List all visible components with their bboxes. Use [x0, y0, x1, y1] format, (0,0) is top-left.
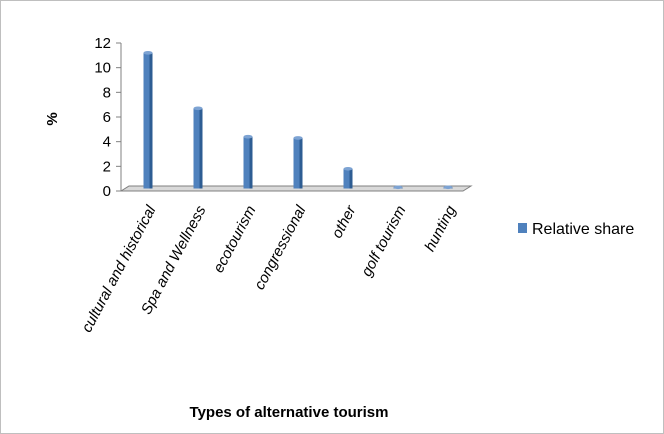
- bar-side: [249, 136, 253, 189]
- bar-side: [349, 168, 353, 189]
- category-label: congressional: [251, 202, 310, 292]
- bar-top: [193, 106, 203, 111]
- y-axis-title: %: [44, 112, 61, 125]
- bar-side: [199, 108, 203, 189]
- bar-top: [393, 185, 403, 190]
- legend: Relative share: [518, 221, 634, 238]
- y-tick-label: 2: [103, 158, 111, 175]
- legend-label: Relative share: [532, 221, 634, 238]
- y-tick-label: 6: [103, 109, 111, 126]
- bar: [293, 136, 303, 189]
- bar-top: [293, 136, 303, 140]
- y-tick-label: 8: [103, 84, 111, 101]
- y-tick-label: 0: [103, 183, 111, 200]
- bar-side: [149, 52, 153, 189]
- bar-front: [193, 108, 203, 189]
- bar-side: [299, 137, 303, 189]
- bar: [143, 51, 153, 189]
- y-tick-label: 12: [94, 35, 111, 52]
- y-tick-label: 10: [94, 60, 111, 77]
- bar-front: [243, 136, 253, 189]
- bar-top: [343, 166, 353, 171]
- bar: [393, 185, 403, 190]
- bar-front: [143, 52, 153, 189]
- bar: [193, 106, 203, 189]
- category-label: ecotourism: [210, 203, 259, 276]
- bar: [343, 166, 353, 189]
- bar-front: [343, 168, 353, 189]
- y-tick-label: 4: [103, 134, 111, 151]
- legend-swatch: [518, 223, 527, 233]
- bar-top: [443, 185, 453, 190]
- bar: [243, 134, 253, 189]
- category-label: other: [328, 202, 360, 241]
- bar-top: [143, 51, 153, 55]
- bar-top: [243, 134, 253, 139]
- bar: [443, 185, 453, 190]
- category-label: hunting: [421, 202, 459, 254]
- category-label: golf tourism: [358, 203, 409, 279]
- x-axis-title: Types of alternative tourism: [190, 404, 389, 421]
- bar-front: [293, 137, 303, 189]
